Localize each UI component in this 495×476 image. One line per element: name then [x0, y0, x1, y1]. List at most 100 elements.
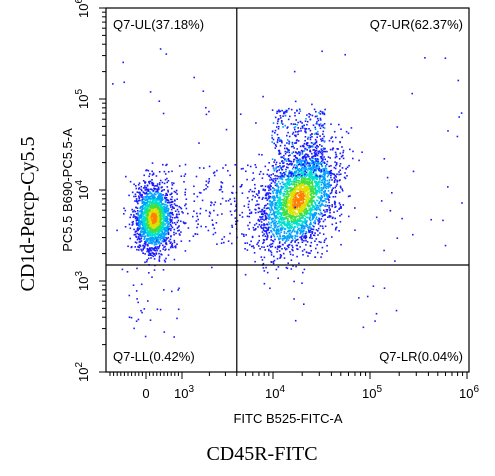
data-point — [298, 130, 300, 132]
data-point — [149, 205, 152, 208]
data-point — [142, 230, 145, 233]
data-point — [143, 203, 146, 205]
data-point — [298, 112, 300, 115]
data-point — [299, 185, 301, 188]
data-point — [315, 194, 317, 196]
data-point — [157, 235, 160, 238]
data-point — [144, 223, 147, 226]
data-point — [301, 179, 303, 181]
data-point — [167, 221, 169, 223]
data-point — [282, 157, 285, 159]
data-point — [151, 203, 154, 205]
data-point — [300, 190, 302, 193]
data-point — [280, 176, 282, 178]
data-point — [322, 130, 325, 133]
data-point — [308, 163, 310, 165]
data-point — [161, 186, 163, 188]
data-point — [166, 163, 168, 166]
data-point — [302, 167, 305, 169]
data-point — [294, 142, 296, 144]
data-point — [303, 189, 305, 191]
data-point — [314, 158, 317, 160]
data-point — [311, 207, 313, 209]
data-point — [334, 151, 337, 154]
data-point — [324, 158, 326, 161]
data-point — [332, 196, 335, 198]
data-point — [331, 217, 334, 219]
data-point — [290, 196, 293, 198]
data-point — [151, 198, 153, 200]
data-point — [261, 154, 263, 156]
data-point — [286, 192, 288, 194]
data-point — [157, 199, 160, 202]
data-point — [262, 262, 265, 265]
data-point — [322, 168, 324, 170]
data-point — [146, 198, 149, 200]
data-point — [146, 195, 149, 198]
data-point — [153, 269, 156, 271]
data-point — [280, 214, 282, 216]
data-point — [208, 165, 211, 168]
data-point — [283, 237, 285, 240]
data-point — [310, 208, 313, 210]
data-point — [164, 206, 166, 209]
data-point — [205, 106, 207, 109]
data-point — [279, 221, 282, 223]
data-point — [128, 294, 131, 297]
data-point — [200, 192, 202, 194]
data-point — [142, 187, 145, 189]
data-point — [251, 236, 254, 239]
data-point — [157, 205, 159, 207]
data-point — [279, 140, 281, 142]
data-point — [302, 221, 304, 224]
data-point — [266, 234, 269, 237]
data-point — [311, 187, 314, 189]
data-point — [389, 210, 392, 212]
data-point — [229, 198, 231, 200]
data-point — [310, 200, 312, 203]
data-point — [241, 211, 244, 214]
data-point — [311, 169, 314, 171]
data-point — [321, 215, 324, 218]
data-point — [380, 200, 383, 202]
data-point — [290, 231, 293, 234]
data-point — [287, 215, 289, 217]
data-point — [303, 195, 306, 197]
data-point — [321, 145, 323, 147]
data-point — [305, 159, 307, 161]
data-point — [255, 228, 257, 230]
data-point — [334, 175, 336, 177]
data-point — [269, 250, 272, 252]
data-point — [323, 150, 325, 153]
data-point — [308, 208, 310, 210]
data-point — [133, 209, 135, 212]
data-point — [136, 210, 139, 212]
data-point — [292, 151, 295, 153]
data-point — [288, 140, 290, 143]
data-point — [184, 188, 187, 191]
data-point — [266, 271, 269, 274]
data-point — [320, 179, 323, 182]
data-point — [304, 219, 306, 222]
data-point — [166, 238, 168, 240]
data-point — [283, 174, 286, 176]
data-point — [137, 222, 139, 224]
data-point — [151, 229, 153, 232]
data-point — [287, 126, 289, 128]
data-point — [323, 147, 325, 149]
data-point — [252, 194, 254, 197]
data-point — [308, 176, 310, 178]
data-point — [317, 151, 320, 153]
data-point — [147, 245, 149, 247]
data-point — [313, 199, 315, 202]
data-point — [308, 199, 310, 201]
data-point — [281, 248, 283, 250]
data-point — [261, 218, 264, 220]
data-point — [279, 235, 282, 238]
data-point — [264, 214, 267, 217]
data-point — [173, 231, 175, 234]
data-point — [208, 110, 210, 113]
data-point — [283, 218, 285, 220]
data-point — [287, 224, 289, 226]
data-point — [341, 146, 343, 148]
